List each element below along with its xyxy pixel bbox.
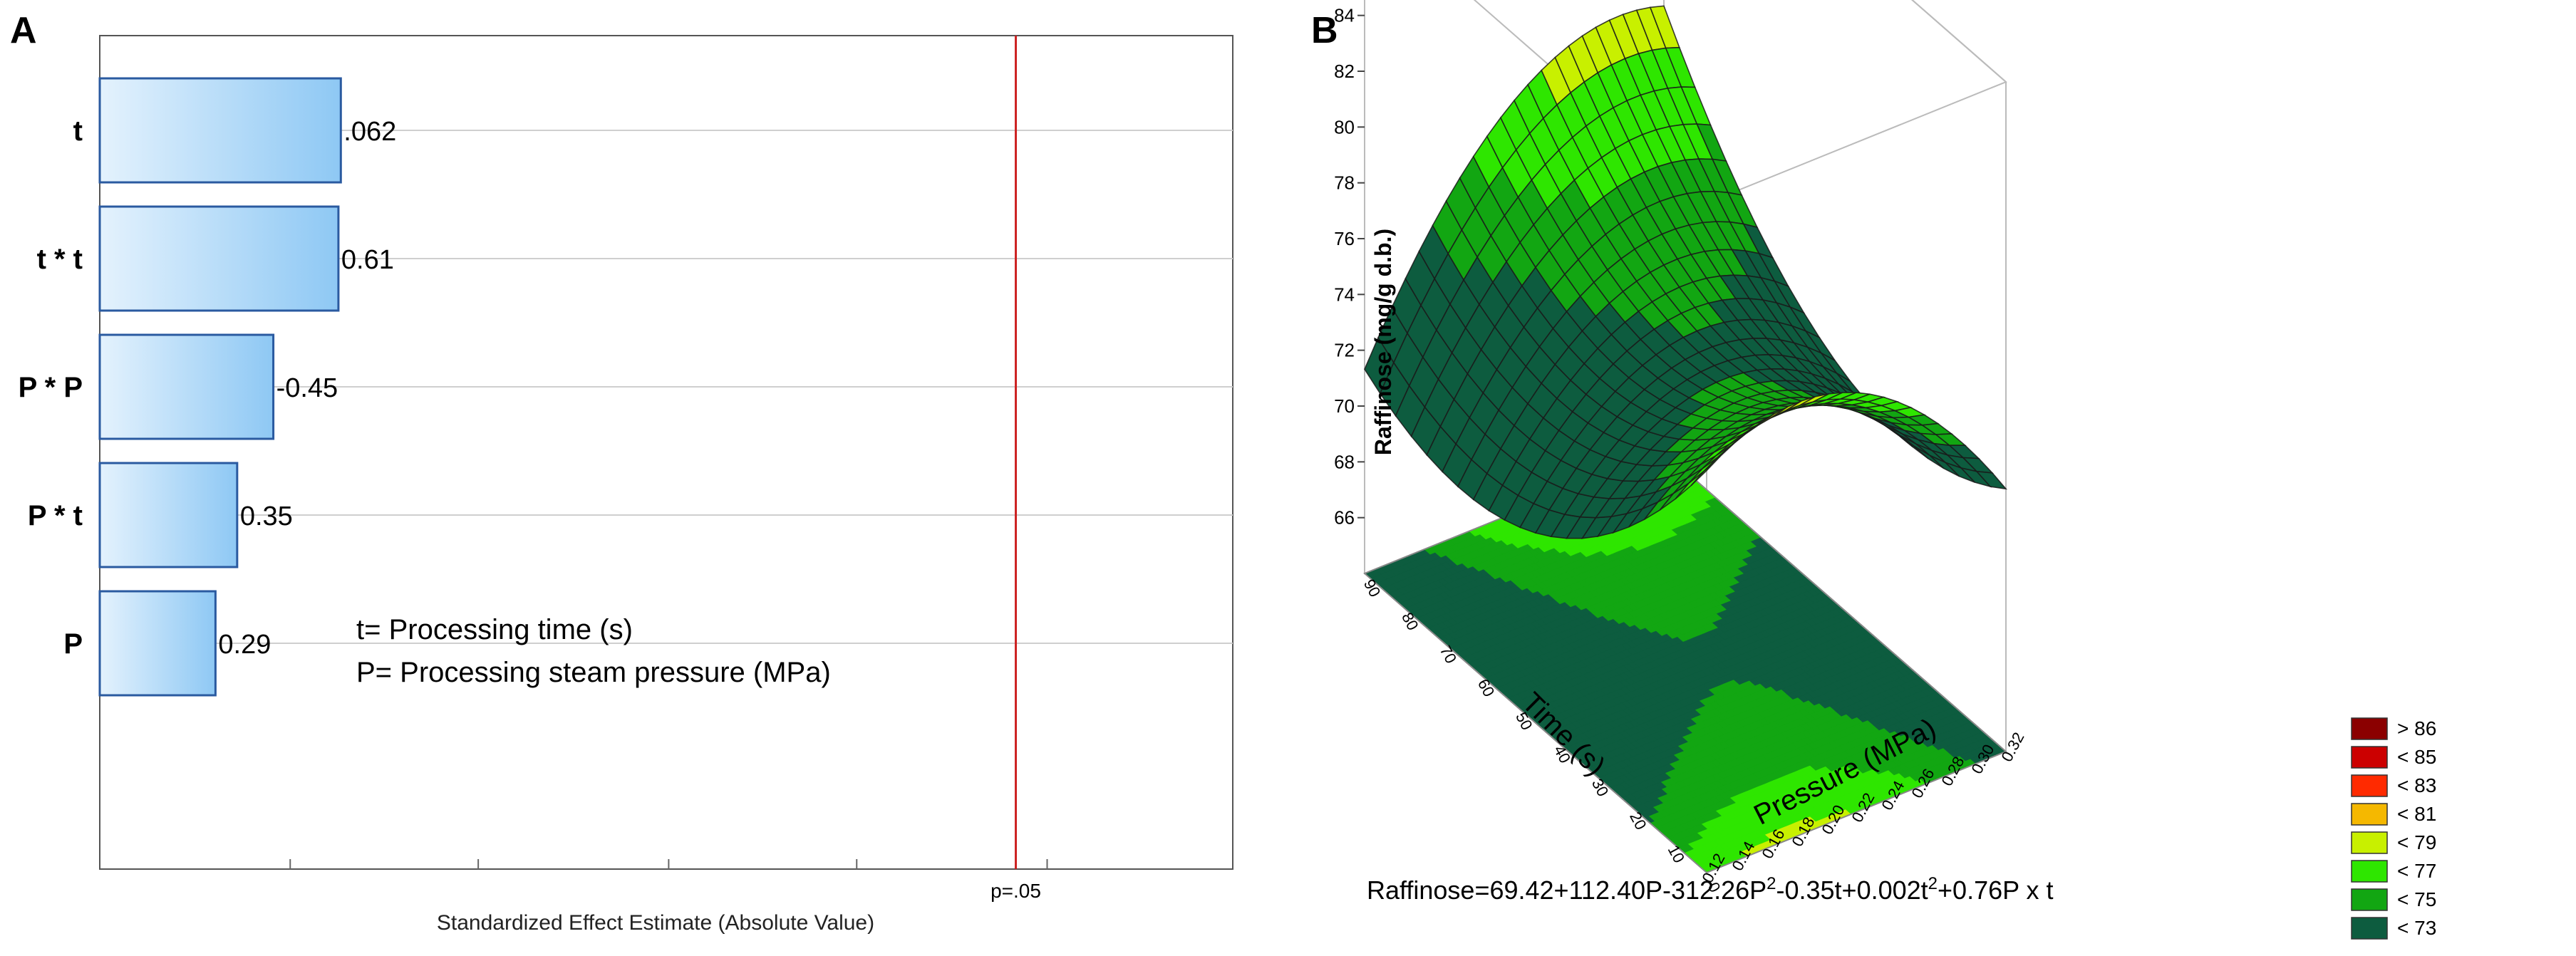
bar-value-label: 0.61 xyxy=(341,245,394,275)
z-tick-label: 82 xyxy=(1334,61,1355,82)
legend-swatch xyxy=(2351,717,2388,740)
x-axis-label: Standardized Effect Estimate (Absolute V… xyxy=(437,911,874,935)
bar-value-label: 0.35 xyxy=(240,502,293,531)
bar xyxy=(98,205,340,312)
reference-line-label: p=.05 xyxy=(990,880,1041,902)
z-tick-label: 80 xyxy=(1334,116,1355,137)
legend-label: < 83 xyxy=(2397,774,2436,796)
response-surface xyxy=(1364,5,2007,539)
box-top xyxy=(1473,0,2007,204)
legend-time: t= Processing time (s) xyxy=(356,614,633,645)
legend-swatch xyxy=(2351,746,2388,769)
z-axis-ticks: 888684828078767472706866 xyxy=(1334,5,1365,529)
legend-label: < 73 xyxy=(2397,917,2436,939)
bar xyxy=(98,462,239,568)
legend-swatch xyxy=(2351,831,2388,854)
z-tick-label: 78 xyxy=(1334,172,1355,194)
legend-swatch xyxy=(2351,774,2388,797)
legend-label: < 79 xyxy=(2397,831,2436,853)
z-tick-label: 72 xyxy=(1334,340,1355,361)
legend-label: < 75 xyxy=(2397,888,2436,910)
category-label: t * t xyxy=(37,244,83,275)
category-label: t xyxy=(73,115,83,147)
model-equation: Raffinose=69.42+112.40P-312.26P2-0.35t+0… xyxy=(1367,874,2054,905)
category-label: P xyxy=(63,628,83,660)
legend-swatch xyxy=(2351,860,2388,883)
legend-pressure: P= Processing steam pressure (MPa) xyxy=(356,657,831,688)
category-label: P * t xyxy=(28,500,83,531)
legend-label: < 85 xyxy=(2397,746,2436,768)
surface-patch xyxy=(1975,470,2007,490)
panel-a: A .062 t 0.61 t * t -0.45 P * P 0.35 P * t 0.29 P… xyxy=(10,10,1233,935)
legend-swatch xyxy=(2351,888,2388,911)
color-legend: > 86 < 85 < 83 < 81 < 79 < 77 < 75 < 73 xyxy=(2351,717,2436,940)
legend-label: < 77 xyxy=(2397,860,2436,882)
z-tick-label: 74 xyxy=(1334,284,1355,305)
z-tick-label: 84 xyxy=(1334,5,1355,26)
panel-a-label: A xyxy=(10,10,37,51)
bar-value-label: .062 xyxy=(343,117,396,147)
bars: .062 t 0.61 t * t -0.45 P * P 0.35 P * t 0.29 P xyxy=(19,77,396,697)
legend-swatch xyxy=(2351,917,2388,940)
legend-label: > 86 xyxy=(2397,717,2436,739)
bar-value-label: 0.29 xyxy=(218,630,271,660)
z-tick-label: 76 xyxy=(1334,228,1355,249)
bar xyxy=(98,333,275,440)
z-tick-label: 68 xyxy=(1334,451,1355,472)
panel-b: B 888684828078767472706866 0.120.140.160… xyxy=(1311,0,2436,940)
category-label: P * P xyxy=(19,372,83,403)
bar-value-label: -0.45 xyxy=(276,373,338,403)
z-tick-label: 66 xyxy=(1334,507,1355,529)
panel-b-label: B xyxy=(1311,10,1338,51)
legend-swatch xyxy=(2351,803,2388,826)
bar xyxy=(98,590,217,697)
z-tick-label: 70 xyxy=(1334,395,1355,417)
bar xyxy=(98,77,342,184)
legend-label: < 81 xyxy=(2397,803,2436,825)
z-axis-label: Raffinose (mg/g d.b.) xyxy=(1370,229,1396,455)
